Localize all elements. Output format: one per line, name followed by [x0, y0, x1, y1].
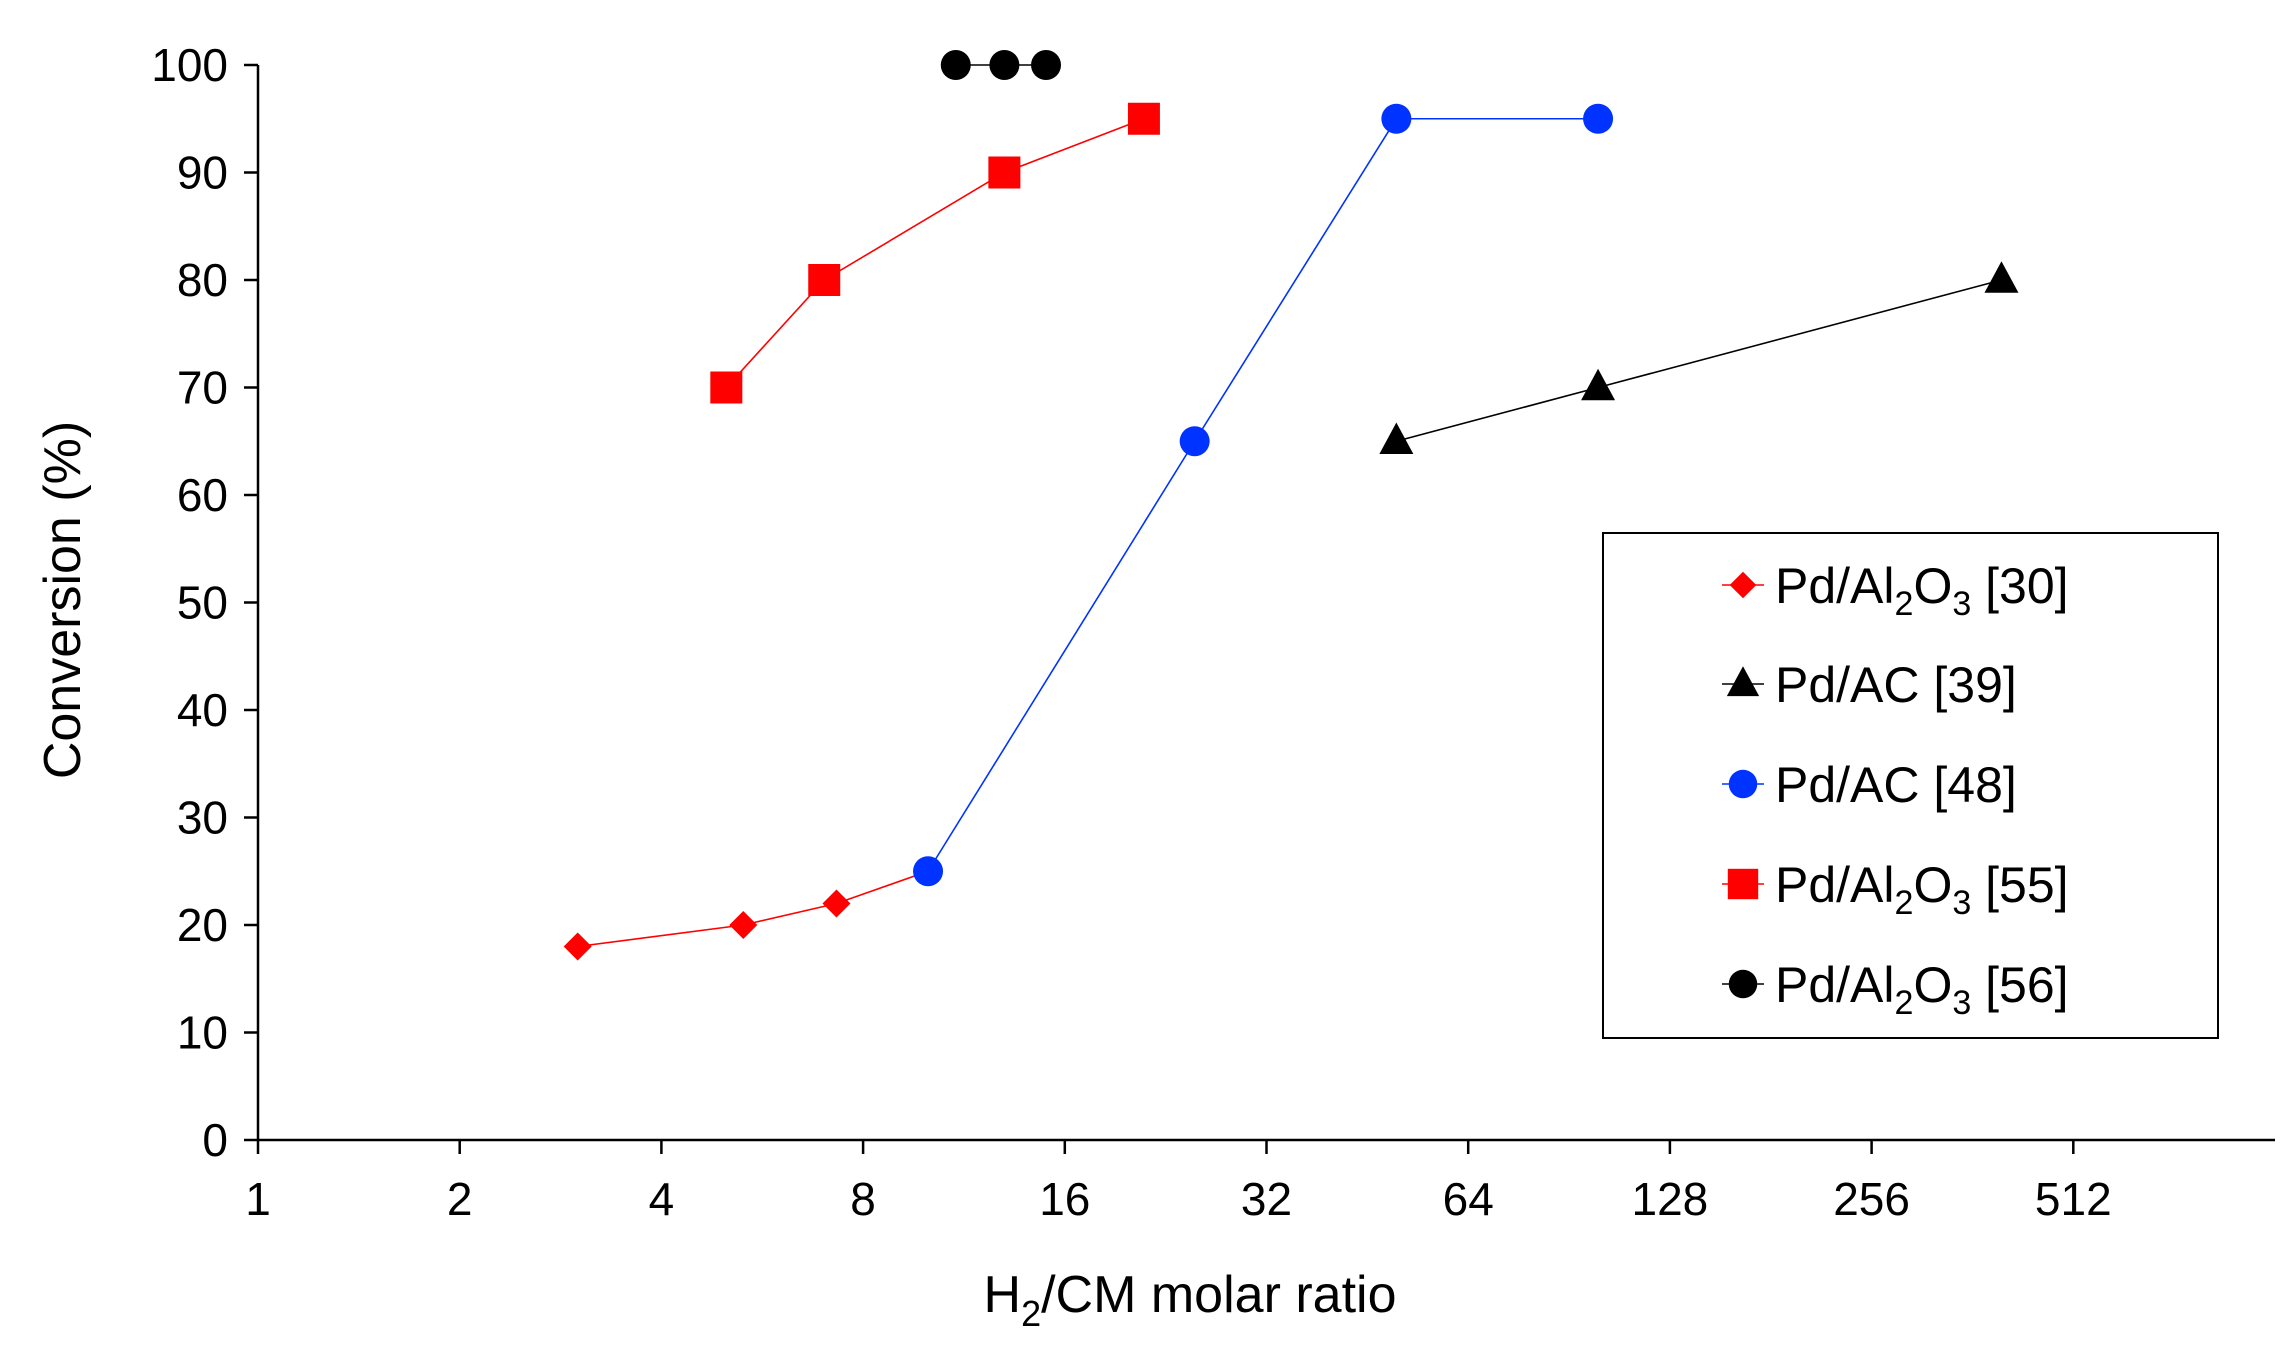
y-tick-label: 10	[177, 1007, 228, 1059]
x-tick-label: 32	[1241, 1173, 1292, 1225]
y-tick-label: 60	[177, 469, 228, 521]
series-line	[577, 870, 929, 948]
data-point	[822, 889, 851, 918]
data-point	[563, 932, 592, 961]
series-2	[1379, 261, 2019, 454]
series-line	[927, 117, 1599, 872]
legend-item: Pd/Al2O3 [30]	[1722, 558, 2069, 623]
data-point	[988, 156, 1021, 189]
legend-label: Pd/Al2O3 [56]	[1775, 957, 2069, 1022]
y-tick-label: 40	[177, 684, 228, 736]
data-point	[808, 264, 841, 296]
legend-item: Pd/Al2O3 [56]	[1722, 957, 2069, 1022]
legend-box	[1602, 532, 2219, 1039]
legend-label: Pd/Al2O3 [30]	[1775, 558, 2069, 623]
data-point	[1031, 50, 1062, 80]
x-tick-label: 2	[447, 1173, 473, 1225]
legend-label: Pd/AC [39]	[1775, 657, 2017, 713]
legend-item: Pd/Al2O3 [55]	[1722, 857, 2069, 922]
x-tick-label: 8	[850, 1173, 876, 1225]
data-point	[1127, 102, 1160, 135]
legend-marker	[1728, 969, 1758, 999]
data-point	[1583, 103, 1614, 134]
x-tick-label: 64	[1443, 1173, 1494, 1225]
x-tick-label: 256	[1833, 1173, 1910, 1225]
x-tick-label: 1	[245, 1173, 271, 1225]
legend-item: Pd/AC [39]	[1722, 657, 2017, 713]
x-axis-title: H2/CM molar ratio	[984, 1266, 1397, 1334]
data-point	[1581, 368, 1616, 401]
series-1	[563, 857, 943, 961]
legend-marker	[1727, 868, 1759, 900]
data-point	[940, 50, 971, 80]
legend-marker	[1728, 769, 1758, 799]
data-point	[1984, 261, 2019, 293]
legend-label: Pd/Al2O3 [55]	[1775, 857, 2069, 922]
series-line	[1396, 279, 2002, 443]
data-point	[989, 50, 1020, 80]
series-layer	[563, 50, 2019, 961]
x-tick-label: 16	[1039, 1173, 1090, 1225]
legend-label: Pd/AC [48]	[1775, 757, 2017, 813]
y-tick-label: 20	[177, 899, 228, 951]
data-point	[710, 371, 743, 404]
y-tick-label: 80	[177, 254, 228, 306]
data-point	[729, 911, 758, 939]
legend: Pd/Al2O3 [30] Pd/AC [39] Pd/AC [48] Pd/Al2O…	[1602, 532, 2219, 1039]
series-4	[710, 102, 1160, 404]
legend-marker	[1729, 571, 1757, 599]
data-point	[913, 856, 944, 887]
x-tick-label: 128	[1632, 1173, 1709, 1225]
y-tick-label: 50	[177, 577, 228, 629]
series-line	[725, 118, 1145, 389]
x-tick-label: 512	[2035, 1173, 2112, 1225]
y-tick-label: 30	[177, 792, 228, 844]
data-point	[1179, 426, 1210, 457]
y-tick-label: 70	[177, 362, 228, 414]
data-point	[1381, 103, 1412, 134]
y-tick-label: 100	[151, 39, 228, 91]
x-tick-label: 4	[649, 1173, 675, 1225]
legend-marker	[1726, 666, 1760, 697]
data-point	[1379, 422, 1414, 454]
y-axis-title: Conversion (%)	[34, 421, 92, 779]
y-tick-label: 90	[177, 147, 228, 199]
axes: 0 10 20 30 40 50 60 70 80 90 100 1 2 4 8 16 32 64 128 256 51…	[151, 39, 2275, 1225]
y-tick-label: 0	[202, 1114, 228, 1166]
series-5	[940, 50, 1062, 80]
series-3	[913, 103, 1614, 887]
legend-item: Pd/AC [48]	[1722, 757, 2017, 813]
axis-titles: H2/CM molar ratio Conversion (%)	[34, 421, 1397, 1334]
